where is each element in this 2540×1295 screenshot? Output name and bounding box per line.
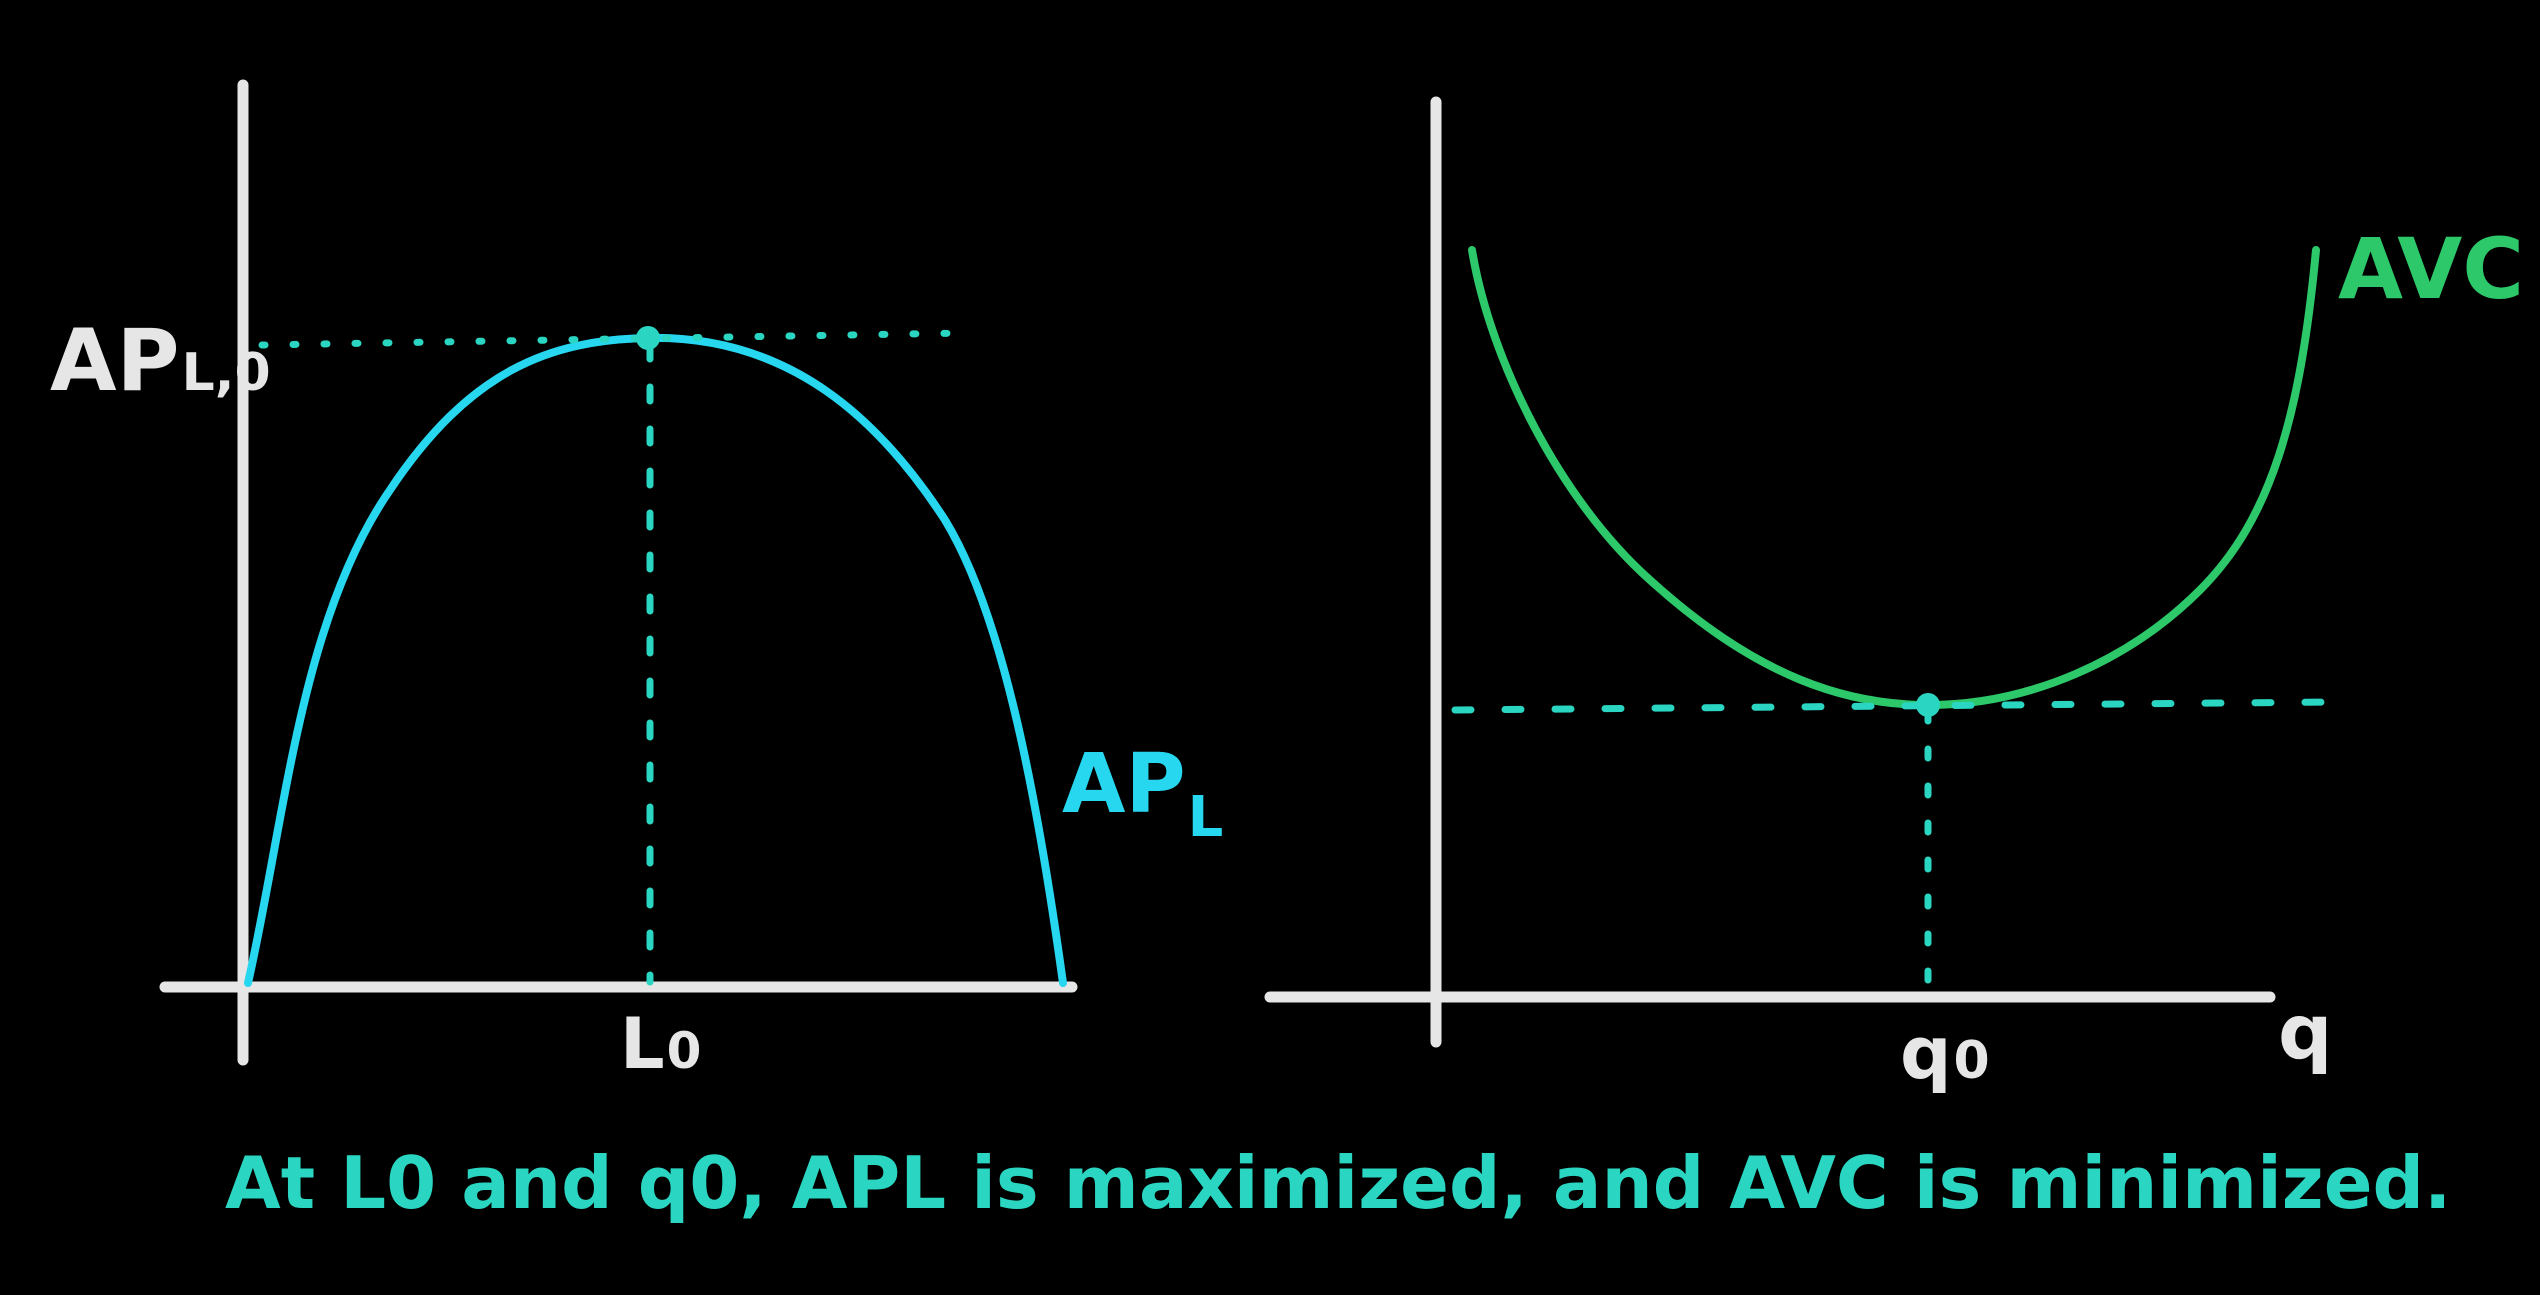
apl-y-axis-label: APL,0 xyxy=(50,311,271,411)
apl-max-horizontal-guide xyxy=(258,329,970,349)
avc-graph: AVC q0 q xyxy=(1264,96,2524,1095)
apl-max-point xyxy=(636,326,660,350)
apl-curve-label: APL xyxy=(1062,737,1223,850)
avc-x-axis-label-q0: q0 xyxy=(1900,1011,1990,1095)
apl-curve xyxy=(244,333,1067,987)
caption: At L0 and q0, APL is maximized, and AVC … xyxy=(225,1141,2451,1225)
avc-min-point xyxy=(1916,693,1940,717)
avc-curve-label: AVC xyxy=(2338,220,2524,318)
apl-graph: APL,0 L0 APL xyxy=(50,79,1223,1085)
avc-curve xyxy=(1468,246,2320,709)
avc-min-horizontal-guide xyxy=(1451,698,2339,714)
apl-x-axis-label-l0: L0 xyxy=(620,1003,701,1085)
avc-x-axis-label-q: q xyxy=(2278,987,2332,1076)
